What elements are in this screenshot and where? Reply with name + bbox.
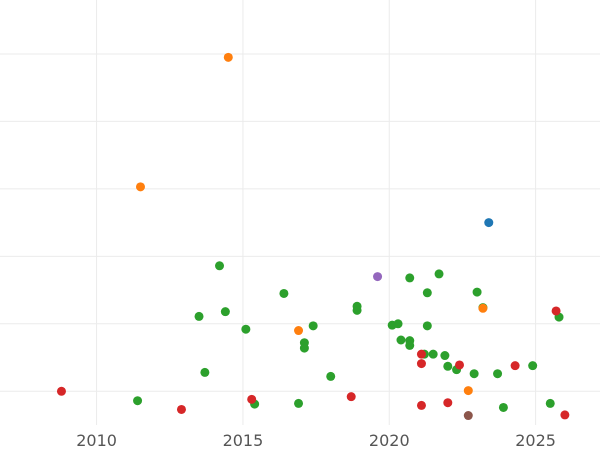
data-point [472,287,482,297]
data-point [346,392,356,402]
data-point [510,361,520,371]
data-point [247,394,257,404]
data-point [176,404,186,414]
data-point [308,321,318,331]
data-point [352,305,362,315]
data-point [493,369,503,379]
data-point [422,288,432,298]
data-points [56,52,570,421]
data-point [560,410,570,420]
data-point [455,360,465,370]
data-point [200,367,210,377]
data-point [294,326,304,336]
x-axis-tick-labels: 2010 2015 2020 2025 [76,431,556,450]
data-point [463,386,473,396]
data-point [223,52,233,62]
data-point [215,261,225,271]
data-point [478,303,488,313]
data-point [422,321,432,331]
x-gridlines [96,0,537,425]
x-tick-label: 2015 [223,431,264,450]
data-point [373,272,383,282]
data-point [443,361,453,371]
data-point [393,319,403,329]
data-point [469,369,479,379]
data-point [434,269,444,279]
data-point [194,311,204,321]
data-point [405,273,415,283]
data-point [326,371,336,381]
y-gridlines [0,53,600,392]
data-point [405,340,415,350]
data-point [416,400,426,410]
data-point [545,398,555,408]
data-point [299,343,309,353]
data-point [551,306,561,316]
x-tick-label: 2025 [515,431,556,450]
data-point [428,349,438,359]
data-point [241,324,251,334]
data-point [416,359,426,369]
data-point [56,386,66,396]
data-point [416,349,426,359]
data-point [484,218,494,228]
data-point [279,288,289,298]
data-point [133,396,143,406]
data-point [135,182,145,192]
data-point [220,307,230,317]
data-point [463,411,473,421]
data-point [294,398,304,408]
data-point [396,335,406,345]
data-point [498,402,508,412]
data-point [443,398,453,408]
data-point [528,361,538,371]
x-tick-label: 2020 [369,431,410,450]
data-point [440,351,450,361]
x-tick-label: 2010 [76,431,117,450]
